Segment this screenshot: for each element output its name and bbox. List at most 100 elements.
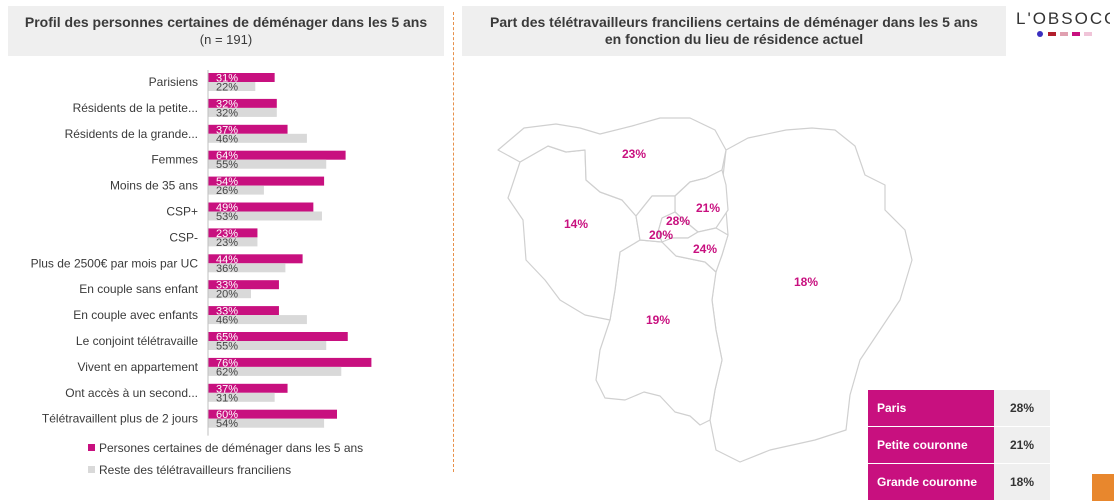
table-value-paris: 28% <box>994 390 1050 427</box>
bar-value-label-series-1: 37% <box>216 124 238 136</box>
category-label: En couple sans enfant <box>79 282 198 296</box>
left-chart-subtitle: (n = 191) <box>199 32 253 47</box>
bar-series-2 <box>208 82 256 91</box>
table-value-grande-couronne: 18% <box>994 463 1050 501</box>
bar-series-2 <box>208 418 325 428</box>
table-label-paris: Paris <box>868 390 994 427</box>
bar-series-1 <box>208 98 277 108</box>
bar-value-label-series-1: 76% <box>216 357 238 369</box>
bar-series-1 <box>208 124 288 134</box>
bar-value-label-series-2: 53% <box>216 211 238 223</box>
bar-value-label-series-1: 33% <box>216 306 238 318</box>
bar-series-2 <box>208 107 277 117</box>
map-label-val-de-marne: 24% <box>693 242 717 256</box>
legend-swatch-magenta <box>88 444 95 452</box>
bar-series-2 <box>208 289 251 299</box>
category-label: Résidents de la petite... <box>73 101 198 115</box>
right-chart-title-line1: Part des télétravailleurs franciliens ce… <box>490 14 978 30</box>
bar-value-label-series-1: 65% <box>216 332 238 344</box>
obsoco-logo: L'OBSOCO <box>1016 9 1110 37</box>
bar-series-1 <box>208 150 346 160</box>
bar-value-label-series-2: 55% <box>216 341 238 353</box>
bar-value-label-series-2: 32% <box>216 107 238 119</box>
corner-accent <box>1092 474 1114 501</box>
legend-item-series-2: Reste des télétravailleurs franciliens <box>88 463 291 477</box>
legend-swatch-grey <box>88 466 95 474</box>
category-label: Le conjoint télétravaille <box>76 334 198 348</box>
category-label: Résidents de la grande... <box>65 127 198 141</box>
bar-series-2 <box>208 341 327 350</box>
table-row: Grande couronne 18% <box>868 463 1050 501</box>
map-label-val-d-oise: 23% <box>622 147 646 161</box>
map-label-paris: 28% <box>666 214 690 228</box>
category-label: Ont accès à un second... <box>65 386 198 400</box>
right-chart-title-line2: en fonction du lieu de résidence actuel <box>604 31 864 47</box>
bar-series-1 <box>208 306 279 316</box>
bar-series-1 <box>208 357 372 367</box>
legend-label-series-1: Persones certaines de déménager dans les… <box>99 441 364 455</box>
category-label: Télétravaillent plus de 2 jours <box>42 412 198 426</box>
bar-series-1 <box>208 332 348 341</box>
bar-series-1 <box>208 202 314 212</box>
bar-series-2 <box>208 185 264 195</box>
bar-series-2 <box>208 133 307 143</box>
map-label-hauts-de-seine: 20% <box>649 228 673 242</box>
map-label-seine-et-marne: 18% <box>794 275 818 289</box>
bar-value-label-series-1: 23% <box>216 228 238 240</box>
bar-value-label-series-2: 31% <box>216 392 238 404</box>
residence-summary-table: Paris 28% Petite couronne 21% Grande cou… <box>868 390 1050 501</box>
logo-text: L'OBSOCO <box>1016 9 1110 28</box>
bar-value-label-series-2: 46% <box>216 133 238 145</box>
bar-series-1 <box>208 228 258 238</box>
legend-label-series-2: Reste des télétravailleurs franciliens <box>99 463 292 477</box>
category-label: Femmes <box>151 153 198 167</box>
map-label-essonne: 19% <box>646 313 670 327</box>
bar-value-label-series-1: 33% <box>216 280 238 292</box>
panel-divider <box>453 12 454 472</box>
bar-value-label-series-2: 36% <box>216 263 238 275</box>
bar-series-1 <box>208 73 275 82</box>
bar-value-label-series-1: 32% <box>216 98 238 110</box>
right-chart-title-box: Part des télétravailleurs franciliens ce… <box>462 6 1006 56</box>
bar-value-label-series-1: 37% <box>216 383 238 395</box>
bar-value-label-series-2: 62% <box>216 366 238 378</box>
legend-item-series-1: Persones certaines de déménager dans les… <box>88 441 363 455</box>
bar-value-label-series-2: 23% <box>216 237 238 249</box>
category-label: Vivent en appartement <box>77 360 198 374</box>
bar-series-2 <box>208 315 307 325</box>
bar-value-label-series-1: 31% <box>216 73 238 85</box>
table-value-petite-couronne: 21% <box>994 426 1050 464</box>
bar-value-label-series-1: 64% <box>216 150 238 162</box>
bar-value-label-series-1: 60% <box>216 409 238 421</box>
bar-series-2 <box>208 392 275 402</box>
category-label: Parisiens <box>149 75 198 89</box>
bar-series-2 <box>208 366 342 376</box>
bar-series-2 <box>208 159 327 169</box>
profile-bar-chart: Parisiens 31%22%Résidents de la petite...… <box>31 70 372 436</box>
table-label-petite-couronne: Petite couronne <box>868 426 994 464</box>
category-label: En couple avec enfants <box>73 308 198 322</box>
map-label-yvelines: 14% <box>564 217 588 231</box>
table-row: Petite couronne 21% <box>868 426 1050 464</box>
bar-value-label-series-2: 46% <box>216 315 238 327</box>
map-label-seine-saint-denis: 21% <box>696 201 720 215</box>
category-label: CSP- <box>169 230 198 244</box>
category-label: CSP+ <box>166 205 198 219</box>
bar-value-label-series-1: 54% <box>216 176 238 188</box>
bar-value-label-series-1: 49% <box>216 202 238 214</box>
bar-series-2 <box>208 211 322 221</box>
bar-series-2 <box>208 237 258 247</box>
left-chart-title-box: Profil des personnes certaines de déména… <box>8 6 444 56</box>
bar-value-label-series-2: 55% <box>216 159 238 171</box>
bar-value-label-series-2: 22% <box>216 82 238 94</box>
region-val-de-marne <box>661 227 729 273</box>
bar-series-1 <box>208 409 337 419</box>
bar-series-2 <box>208 263 286 273</box>
bar-series-1 <box>208 280 279 290</box>
table-label-grande-couronne: Grande couronne <box>868 463 994 501</box>
category-label: Moins de 35 ans <box>110 179 198 193</box>
bar-value-label-series-2: 20% <box>216 289 238 301</box>
bar-series-1 <box>208 383 288 393</box>
bar-series-1 <box>208 254 303 264</box>
